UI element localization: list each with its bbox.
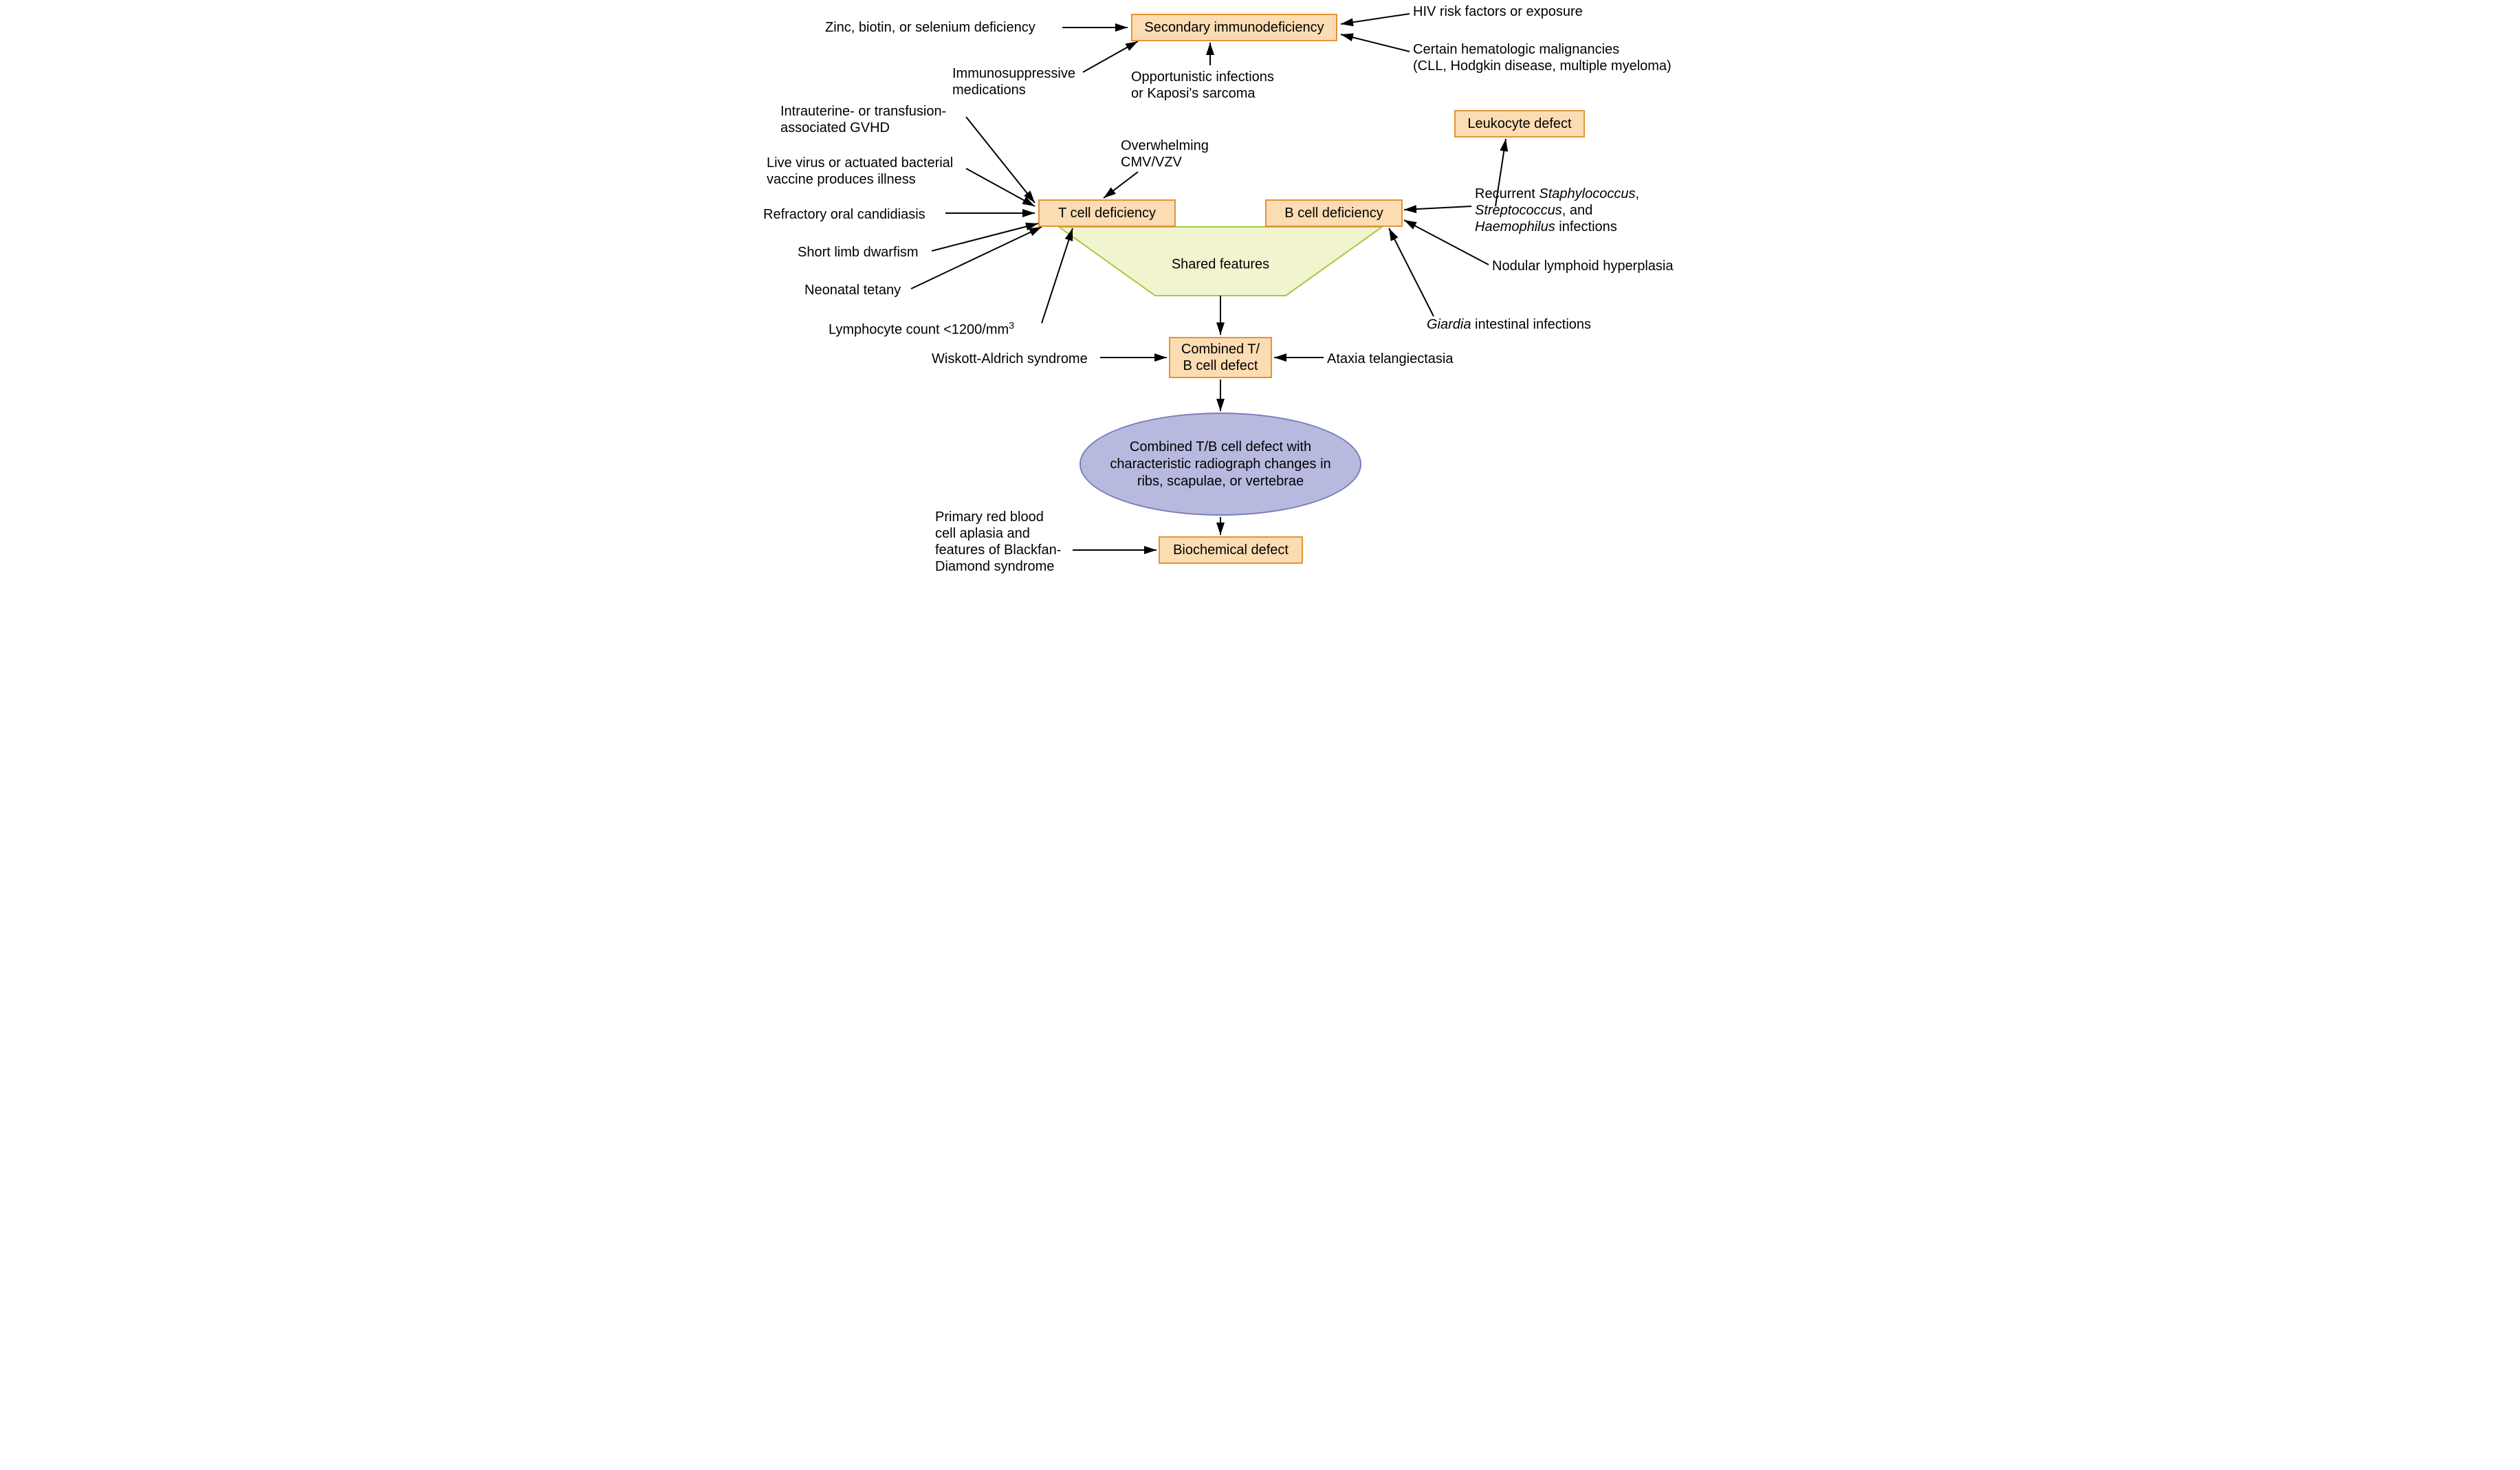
diagram-stage: Shared features Secondary immunodeficien…	[756, 0, 1764, 591]
label-candid: Refractory oral candidiasis	[763, 206, 925, 223]
node-secondary: Secondary immunodeficiency	[1131, 14, 1337, 41]
svg-text:Shared features: Shared features	[1172, 256, 1269, 272]
label-blackfan: Primary red blood cell aplasia and featu…	[935, 509, 1061, 575]
node-biochem: Biochemical defect	[1159, 536, 1303, 564]
label-nodular: Nodular lymphoid hyperplasia	[1492, 258, 1673, 274]
label-staph: Recurrent Staphylococcus,Streptococcus, …	[1475, 186, 1639, 235]
label-cmv: Overwhelming CMV/VZV	[1121, 138, 1209, 171]
label-malign: Certain hematologic malignancies (CLL, H…	[1413, 41, 1672, 74]
node-combined: Combined T/ B cell defect	[1169, 337, 1272, 378]
node-leukocyte: Leukocyte defect	[1454, 110, 1585, 138]
node-ellipse: Combined T/B cell defect with characteri…	[1080, 413, 1361, 516]
label-gvhd: Intrauterine- or transfusion- associated…	[780, 103, 946, 136]
label-opport: Opportunistic infections or Kaposi's sar…	[1131, 69, 1274, 102]
label-ataxia: Ataxia telangiectasia	[1327, 351, 1453, 367]
node-tcell: T cell deficiency	[1038, 199, 1176, 227]
node-bcell: B cell deficiency	[1265, 199, 1403, 227]
label-giardia: Giardia intestinal infections	[1427, 316, 1591, 333]
label-wiskott: Wiskott-Aldrich syndrome	[932, 351, 1088, 367]
label-dwarf: Short limb dwarfism	[798, 244, 919, 261]
label-hiv: HIV risk factors or exposure	[1413, 3, 1583, 20]
label-tetany: Neonatal tetany	[804, 282, 901, 298]
shared-features-shape: Shared features	[1059, 227, 1382, 296]
label-livevac: Live virus or actuated bacterial vaccine…	[767, 155, 953, 188]
label-zinc: Zinc, biotin, or selenium deficiency	[825, 19, 1036, 36]
label-lympho: Lymphocyte count <1200/mm3	[829, 320, 1014, 338]
label-immuno: Immunosuppressive medications	[952, 65, 1075, 98]
